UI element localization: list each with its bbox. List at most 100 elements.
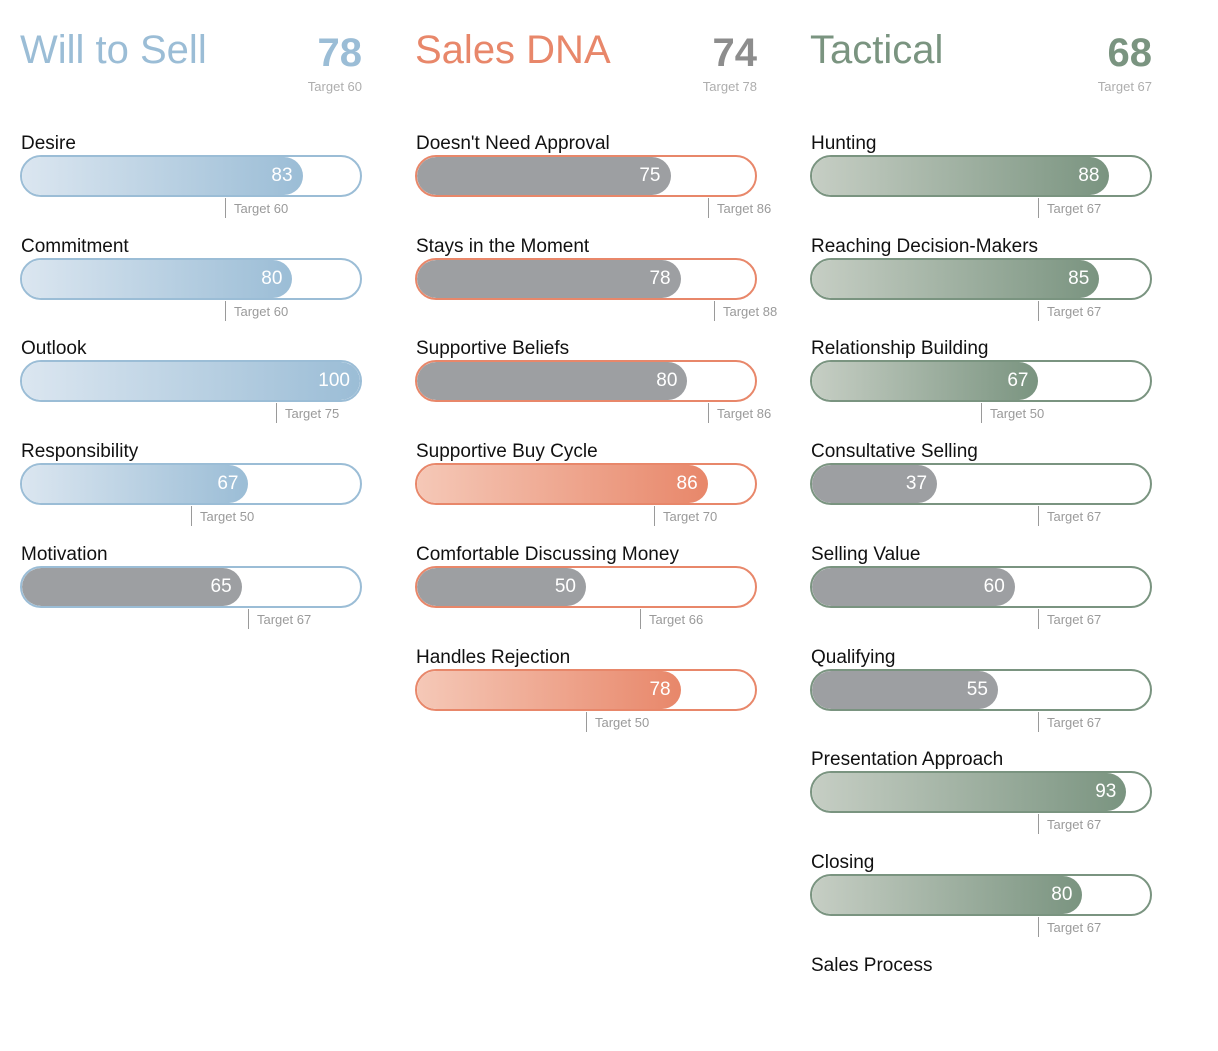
target-marker [981,403,982,423]
metric-row: Commitment 80 Target 60 [20,236,362,332]
bar: 75 [417,157,671,195]
bar: 80 [22,260,293,298]
target-marker [1038,917,1039,937]
metric-label: Motivation [21,544,108,565]
target-marker [714,301,715,321]
target-label: Target 88 [723,304,778,319]
target-marker [640,609,641,629]
metric-label: Qualifying [811,647,896,668]
column-score: 74 [712,31,758,75]
data-label: 67 [217,473,239,494]
bar: 80 [812,876,1083,914]
column-target: Target 78 [702,79,757,94]
metric-row: Supportive Beliefs 80 Target 86 [415,338,771,434]
metric-label: Comfortable Discussing Money [416,544,679,565]
target-marker [586,712,587,732]
metric-row: Closing 80 Target 67 [810,852,1152,948]
target-label: Target 67 [1047,715,1102,730]
bar: 55 [812,671,998,709]
metric-label: Sales Process [811,955,933,976]
data-label: 78 [649,679,671,700]
metric-row: Qualifying 55 Target 67 [810,647,1152,743]
target-marker [1038,198,1039,218]
target-marker [1038,506,1039,526]
target-label: Target 75 [285,406,340,421]
target-label: Target 50 [200,509,255,524]
metric-label: Presentation Approach [811,749,1004,770]
metric-label: Selling Value [811,544,921,565]
bar-track: 78 [415,258,757,300]
bar-track: 60 [810,566,1152,608]
bar-track: 65 [20,566,362,608]
data-label: 67 [1007,370,1029,391]
data-label: 37 [905,473,928,494]
target-label: Target 66 [649,612,704,627]
bar: 83 [22,157,303,195]
data-label: 75 [639,165,661,186]
target-marker [708,198,709,218]
metric-label: Supportive Beliefs [416,338,570,359]
bar: 60 [812,568,1015,606]
data-label: 100 [318,370,350,391]
bar: 86 [417,465,708,503]
metric-label: Doesn't Need Approval [416,133,610,154]
target-marker [654,506,655,526]
bar: 80 [417,362,688,400]
target-marker [225,301,226,321]
data-label: 60 [983,576,1005,597]
metric-row: Selling Value 60 Target 67 [810,544,1152,640]
bar-track: 75 [415,155,757,197]
column-target: Target 60 [307,79,362,94]
bar-track: 93 [810,771,1152,813]
metric-row: Outlook 100 Target 75 [20,338,362,434]
metric-row: Comfortable Discussing Money 50 Target 66 [415,544,757,640]
metric-label: Reaching Decision-Makers [811,236,1039,257]
target-label: Target 67 [257,612,312,627]
metric-row: Doesn't Need Approval 75 Target 86 [415,133,771,229]
data-label: 80 [656,370,678,391]
bar-track: 100 [20,360,362,402]
metric-label: Outlook [21,338,87,359]
data-label: 55 [966,679,988,700]
target-label: Target 50 [595,715,650,730]
bar: 88 [812,157,1110,195]
target-marker [1038,301,1039,321]
data-label: 80 [261,268,283,289]
bar: 85 [812,260,1100,298]
target-label: Target 67 [1047,817,1102,832]
target-marker [1038,814,1039,834]
target-label: Target 67 [1047,920,1102,935]
data-label: 88 [1078,165,1100,186]
target-marker [225,198,226,218]
bar-track: 37 [810,463,1152,505]
metric-label: Commitment [21,236,129,257]
data-label: 50 [554,576,576,597]
target-label: Target 70 [663,509,718,524]
metric-label: Closing [811,852,875,873]
bar: 78 [417,260,681,298]
column-title: Tactical [810,28,944,72]
column-target: Target 67 [1097,79,1152,94]
column-score: 68 [1107,31,1153,75]
target-marker [191,506,192,526]
data-label: 65 [210,576,232,597]
metric-label: Responsibility [21,441,139,462]
target-label: Target 67 [1047,304,1102,319]
target-label: Target 60 [234,304,289,319]
bar-track: 80 [20,258,362,300]
column-score: 78 [317,31,363,75]
column-title: Sales DNA [415,28,611,72]
target-marker [276,403,277,423]
metric-label: Relationship Building [811,338,989,359]
metric-row: Presentation Approach 93 Target 67 [810,749,1152,845]
data-label: 85 [1068,268,1090,289]
bar-track: 80 [810,874,1152,916]
bar-track: 80 [415,360,757,402]
metric-label: Consultative Selling [811,441,978,462]
metric-row: Sales Process [810,955,1152,1051]
target-marker [248,609,249,629]
bar-track: 88 [810,155,1152,197]
target-label: Target 67 [1047,201,1102,216]
metric-row: Stays in the Moment 78 Target 88 [415,236,777,332]
target-label: Target 86 [717,201,772,216]
